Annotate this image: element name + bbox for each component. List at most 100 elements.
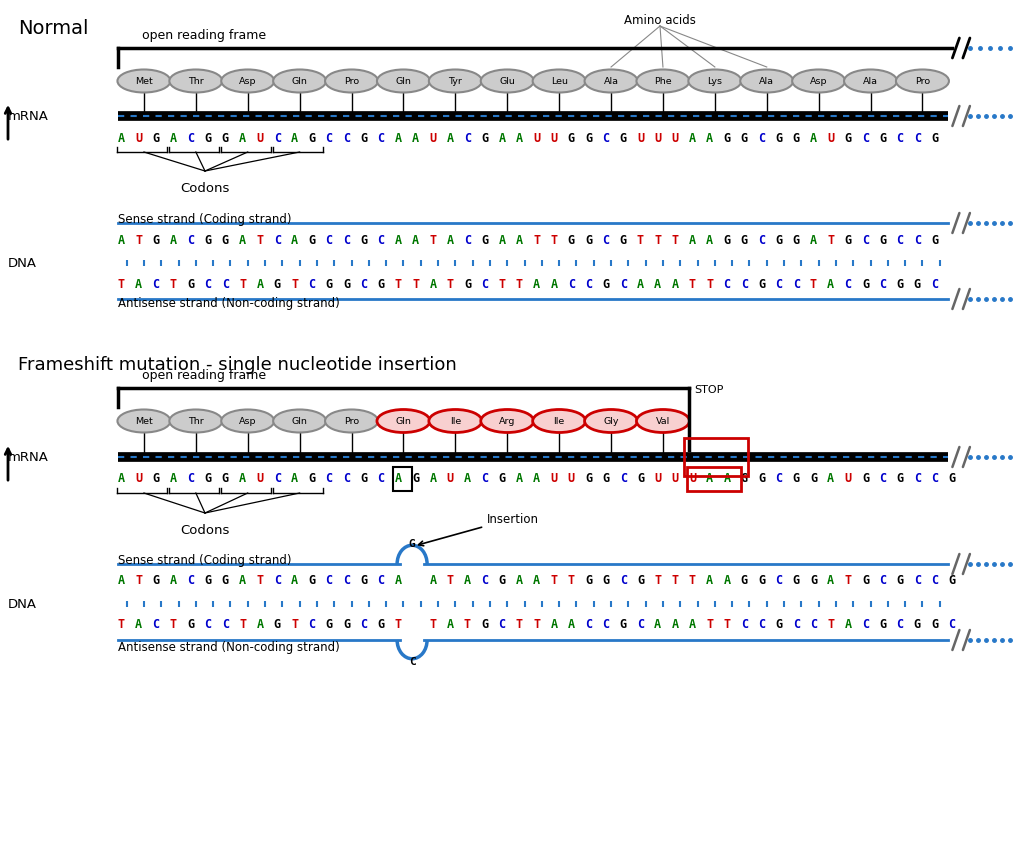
Ellipse shape: [221, 71, 274, 93]
Text: T: T: [534, 618, 541, 630]
Text: mRNA: mRNA: [8, 110, 49, 124]
Text: C: C: [931, 574, 938, 587]
Text: G: G: [412, 472, 419, 485]
Text: A: A: [464, 472, 471, 485]
Text: G: G: [948, 574, 955, 587]
Text: U: U: [672, 131, 679, 144]
Text: C: C: [862, 233, 869, 247]
Text: Thr: Thr: [188, 417, 204, 426]
Text: G: G: [637, 574, 644, 587]
Text: A: A: [170, 131, 177, 144]
Text: T: T: [689, 574, 696, 587]
Text: T: T: [429, 233, 436, 247]
Text: C: C: [913, 131, 921, 144]
Text: T: T: [256, 574, 263, 587]
Text: C: C: [308, 618, 315, 630]
Text: Asp: Asp: [239, 417, 256, 426]
Text: A: A: [707, 233, 714, 247]
Text: A: A: [118, 131, 125, 144]
Text: A: A: [707, 131, 714, 144]
Text: T: T: [135, 574, 142, 587]
Text: A: A: [551, 277, 558, 290]
Text: G: G: [499, 574, 506, 587]
Text: G: G: [913, 277, 921, 290]
Text: A: A: [707, 472, 714, 485]
Text: A: A: [534, 472, 541, 485]
Ellipse shape: [740, 71, 794, 93]
Text: C: C: [740, 618, 748, 630]
Text: T: T: [516, 277, 523, 290]
Text: T: T: [429, 618, 436, 630]
Text: G: G: [222, 574, 229, 587]
Text: C: C: [602, 618, 609, 630]
Text: Pro: Pro: [914, 78, 930, 86]
Text: open reading frame: open reading frame: [142, 29, 266, 42]
Text: T: T: [446, 574, 454, 587]
Text: C: C: [343, 233, 350, 247]
Text: A: A: [118, 574, 125, 587]
Text: A: A: [689, 618, 696, 630]
Text: G: G: [481, 233, 488, 247]
Text: G: G: [740, 574, 748, 587]
Text: C: C: [273, 574, 281, 587]
Text: T: T: [637, 233, 644, 247]
Text: A: A: [291, 472, 298, 485]
Text: G: G: [205, 233, 212, 247]
Text: Leu: Leu: [551, 78, 567, 86]
Text: Sense strand (Coding strand): Sense strand (Coding strand): [118, 213, 292, 226]
Text: G: G: [620, 618, 627, 630]
Text: G: G: [845, 233, 852, 247]
Ellipse shape: [429, 410, 482, 433]
Text: G: G: [637, 472, 644, 485]
Text: A: A: [446, 233, 454, 247]
Text: U: U: [429, 131, 436, 144]
Text: G: G: [793, 472, 800, 485]
Text: Thr: Thr: [188, 78, 204, 86]
Text: G: G: [153, 131, 160, 144]
Text: C: C: [273, 233, 281, 247]
Text: T: T: [810, 277, 817, 290]
Text: C: C: [187, 233, 195, 247]
Text: A: A: [499, 131, 506, 144]
Text: G: G: [273, 277, 281, 290]
Text: C: C: [620, 277, 627, 290]
Text: C: C: [464, 233, 471, 247]
Text: A: A: [256, 618, 263, 630]
Text: G: G: [896, 574, 903, 587]
Text: C: C: [481, 574, 488, 587]
Text: A: A: [810, 131, 817, 144]
Text: G: G: [464, 277, 471, 290]
Text: U: U: [551, 472, 558, 485]
Text: G: G: [724, 131, 731, 144]
Ellipse shape: [532, 410, 586, 433]
Text: U: U: [534, 131, 541, 144]
Text: A: A: [827, 277, 835, 290]
Text: A: A: [412, 233, 419, 247]
Text: C: C: [153, 618, 160, 630]
Text: C: C: [758, 131, 765, 144]
Text: A: A: [637, 277, 644, 290]
Text: G: G: [880, 233, 887, 247]
Text: A: A: [672, 618, 679, 630]
Ellipse shape: [118, 410, 170, 433]
Text: G: G: [585, 574, 592, 587]
Bar: [393, 467, 412, 491]
Text: G: G: [862, 574, 869, 587]
Text: G: G: [205, 574, 212, 587]
Text: T: T: [516, 618, 523, 630]
Text: A: A: [534, 277, 541, 290]
Text: A: A: [810, 233, 817, 247]
Ellipse shape: [637, 71, 689, 93]
Text: G: G: [308, 233, 315, 247]
Text: C: C: [343, 131, 350, 144]
Text: G: G: [775, 618, 782, 630]
Text: G: G: [326, 618, 333, 630]
Text: C: C: [378, 131, 385, 144]
Text: U: U: [135, 472, 142, 485]
Text: A: A: [654, 618, 662, 630]
Text: T: T: [464, 618, 471, 630]
Text: C: C: [775, 277, 782, 290]
Text: C: C: [602, 131, 609, 144]
Text: A: A: [672, 277, 679, 290]
Text: T: T: [534, 233, 541, 247]
